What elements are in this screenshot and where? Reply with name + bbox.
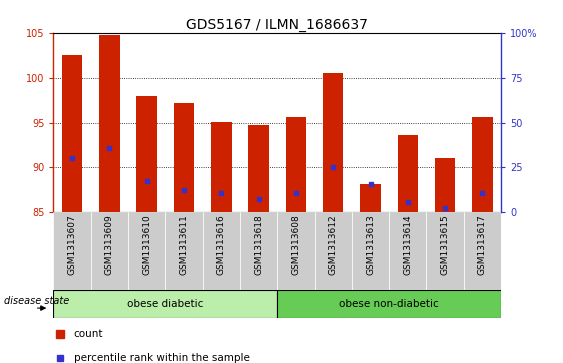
Bar (278, 212, 315, 290)
Text: GSM1313613: GSM1313613 (366, 215, 375, 276)
Text: disease state: disease state (5, 296, 69, 306)
Text: percentile rank within the sample: percentile rank within the sample (74, 353, 249, 363)
Bar (174, 103, 194, 212)
Bar (91, 212, 128, 290)
Bar (248, 125, 269, 212)
Text: GSM1313616: GSM1313616 (217, 215, 226, 276)
Bar (472, 117, 493, 212)
Text: GSM1313611: GSM1313611 (180, 215, 189, 276)
Bar (285, 117, 306, 212)
Text: obese non-diabetic: obese non-diabetic (339, 299, 439, 309)
Bar (62, 55, 82, 212)
Bar (240, 212, 277, 290)
Text: GSM1313608: GSM1313608 (292, 215, 301, 276)
Text: GSM1313607: GSM1313607 (68, 215, 77, 276)
Text: GSM1313618: GSM1313618 (254, 215, 263, 276)
Bar (435, 158, 455, 212)
Bar (211, 122, 231, 212)
Bar (352, 212, 389, 290)
Bar (360, 184, 381, 212)
Title: GDS5167 / ILMN_1686637: GDS5167 / ILMN_1686637 (186, 18, 368, 32)
Bar (389, 212, 427, 290)
Bar (53, 212, 91, 290)
Bar (315, 212, 352, 290)
Text: GSM1313609: GSM1313609 (105, 215, 114, 276)
Text: GSM1313614: GSM1313614 (403, 215, 412, 275)
Bar (323, 73, 343, 212)
Bar (99, 35, 120, 212)
Bar (427, 212, 464, 290)
Bar (166, 212, 203, 290)
Text: GSM1313617: GSM1313617 (478, 215, 487, 276)
Text: obese diabetic: obese diabetic (127, 299, 204, 309)
Bar (128, 212, 166, 290)
Bar (464, 212, 501, 290)
Bar (53, 290, 277, 318)
Bar (136, 95, 157, 212)
Text: GSM1313615: GSM1313615 (441, 215, 450, 276)
Bar (277, 290, 501, 318)
Text: count: count (74, 330, 103, 339)
Text: GSM1313612: GSM1313612 (329, 215, 338, 275)
Bar (397, 135, 418, 212)
Bar (203, 212, 240, 290)
Text: GSM1313610: GSM1313610 (142, 215, 151, 276)
